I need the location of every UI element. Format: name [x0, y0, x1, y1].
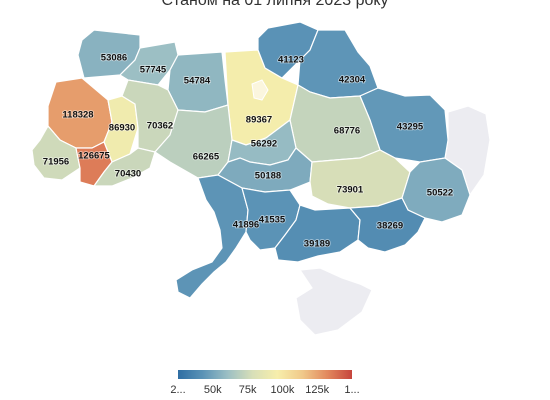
legend-tick-label: 125k	[305, 384, 329, 396]
region-value-label-donetsk: 50522	[427, 188, 453, 199]
region-value-label-lviv: 118328	[62, 110, 93, 121]
region-value-label-vinnytsia: 66265	[193, 152, 220, 163]
legend-tick-label: 1...	[344, 384, 359, 396]
region-value-label-volyn: 53086	[101, 53, 127, 64]
legend-tick-label: 2...	[170, 384, 185, 396]
region-value-label-kherson: 39189	[304, 239, 330, 250]
region-value-label-zhytomyr: 54784	[184, 76, 211, 87]
labels-layer: 53086 57745 54784 89367 41123 42304 43295 68776…	[42, 52, 454, 251]
region-value-label-kharkiv: 43295	[397, 122, 424, 133]
region-value-label-mykolaiv: 41535	[259, 215, 286, 226]
region-value-label-khmelnytskyi: 70362	[147, 121, 173, 132]
legend-color-bar	[178, 370, 352, 379]
region-value-label-zakarpattia: 71956	[43, 157, 69, 168]
legend-tick-label: 75k	[239, 384, 257, 396]
region-odesa[interactable]	[175, 174, 249, 299]
region-value-label-chernivtsi: 70430	[115, 169, 141, 180]
region-crimea-nodata	[295, 267, 373, 336]
map-title: Станом на 01 липня 2023 року	[161, 0, 389, 9]
region-value-label-sumy: 42304	[339, 75, 366, 86]
region-value-label-kyiv-oblast: 89367	[246, 115, 272, 126]
region-value-label-poltava: 68776	[334, 126, 360, 137]
region-value-label-rivne: 57745	[140, 65, 167, 76]
legend-tick-label: 50k	[204, 384, 222, 396]
region-value-label-ternopil: 86930	[109, 123, 135, 134]
region-value-label-chernihiv: 41123	[278, 55, 304, 66]
kyiv-city-area	[251, 79, 269, 101]
region-value-label-kirovohrad: 50188	[255, 171, 281, 182]
regions-layer	[31, 21, 491, 336]
region-value-label-zaporizhzhia: 38269	[377, 221, 403, 232]
region-value-label-cherkasy: 56292	[251, 139, 277, 150]
region-chernivtsi[interactable]	[92, 147, 156, 187]
legend-tick-label: 100k	[270, 384, 294, 396]
region-zaporizhzhia[interactable]	[348, 197, 426, 253]
legend: 2... 50k 75k 100k 125k 1...	[170, 370, 360, 396]
region-value-label-dnipropetrovsk: 73901	[337, 185, 364, 196]
region-value-label-odesa: 41896	[233, 220, 259, 231]
region-value-label-ivano-frankivsk: 126675	[78, 151, 110, 162]
